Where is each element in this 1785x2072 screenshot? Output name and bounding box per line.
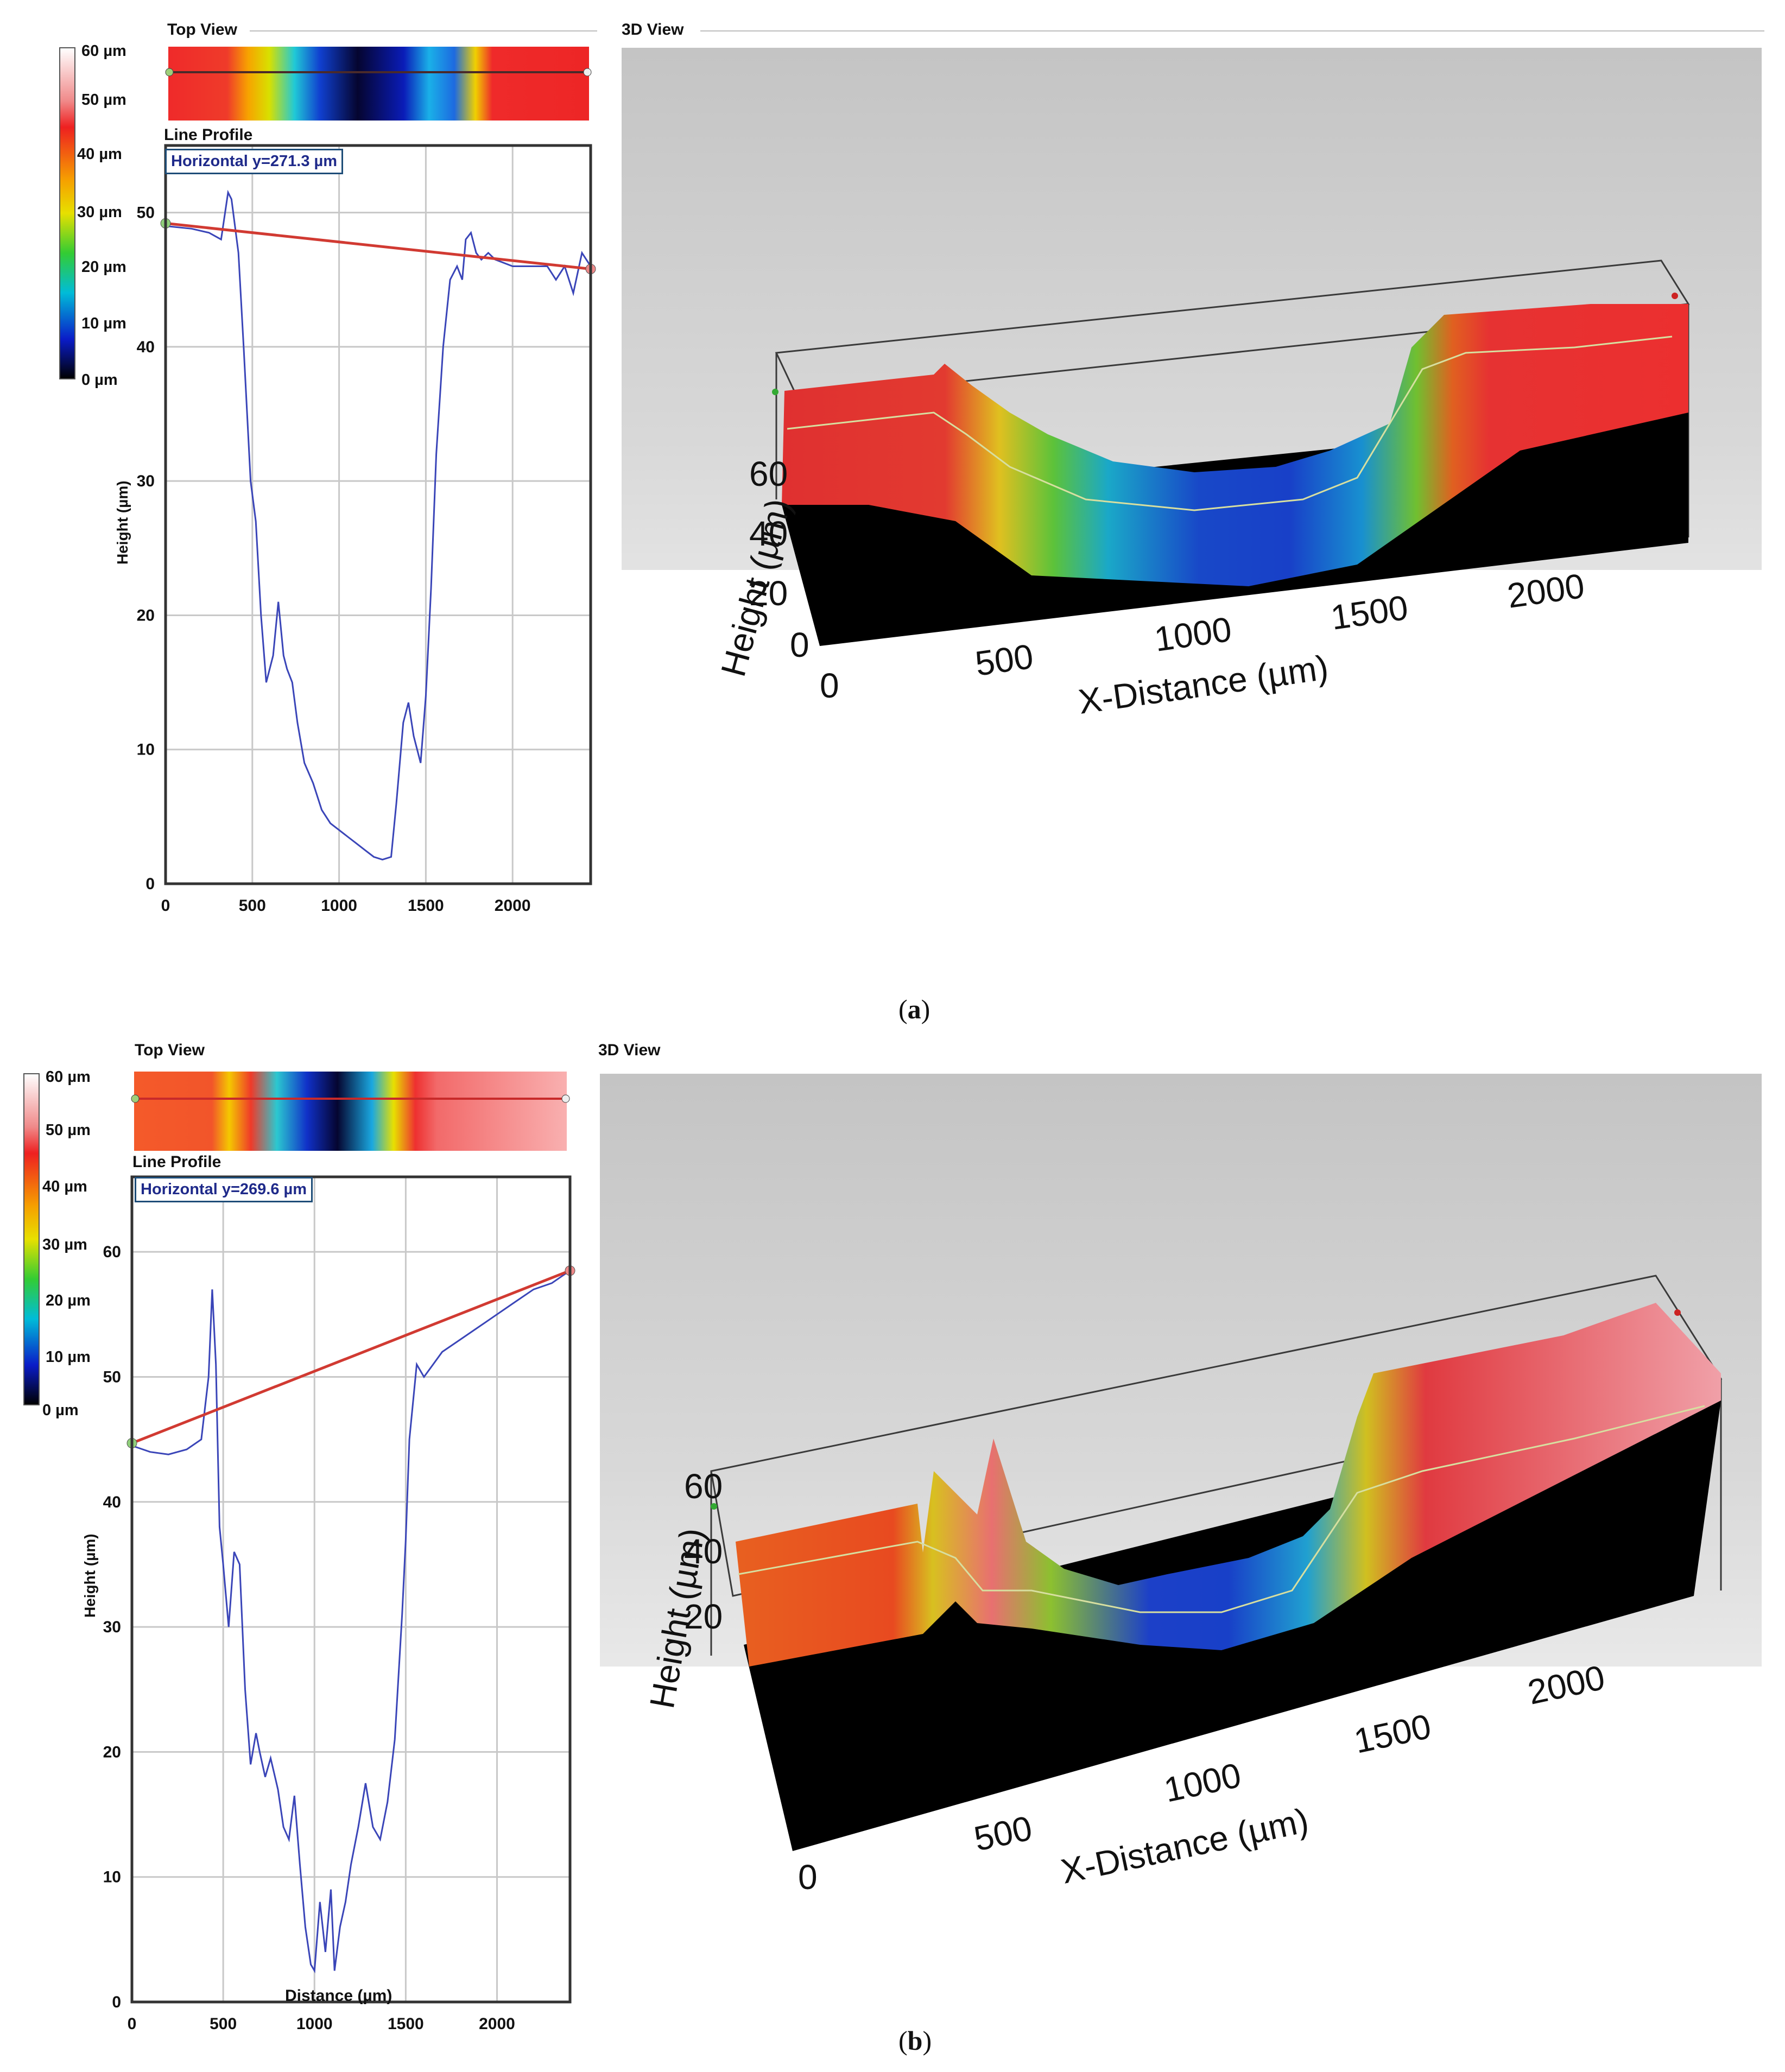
colorbar-tick: 0 µm	[42, 1402, 79, 1419]
colorbar-tick: 20 µm	[46, 1292, 91, 1309]
3d-yaxis-tick: 40	[749, 514, 788, 553]
3d-yaxis-tick: 20	[749, 574, 788, 613]
3d-yaxis-tick: 60	[749, 454, 788, 493]
yaxis-tick-label: 50	[137, 204, 155, 222]
3d-start-marker	[772, 389, 778, 395]
xaxis-tick-label: 1000	[321, 897, 357, 915]
colorbar-tick: 30 µm	[77, 204, 122, 221]
xaxis-tick-label: 0	[128, 2015, 137, 2033]
profile-series-line	[131, 1270, 571, 1974]
yaxis-tick-label: 20	[137, 606, 155, 624]
yaxis-label: Height (µm)	[81, 1534, 98, 1618]
panel-b: 0 500 1000 1500 2000 0 10 20 30 40 50 60 60 40 20 0…	[0, 1026, 1785, 2056]
top-view-map	[134, 1072, 567, 1151]
3d-view-title: 3D View	[622, 21, 684, 39]
top-view-map	[168, 47, 589, 121]
scan-end-marker	[561, 1094, 570, 1103]
yaxis-tick-label: 30	[103, 1618, 121, 1636]
top-view-title: Top View	[167, 21, 237, 39]
colorbar-tick: 10 µm	[46, 1348, 91, 1366]
3d-xaxis-tick: 0	[820, 666, 839, 705]
3d-view-floor	[622, 570, 1762, 916]
caption-letter: b	[907, 2025, 923, 2056]
line-profile-chart: 0 500 1000 1500 2000 0 10 20 30 40 50 60	[103, 1175, 575, 2033]
colorbar	[23, 1073, 40, 1405]
3d-profile-trace	[738, 1405, 1705, 1613]
plot-area	[132, 1177, 570, 2002]
xaxis-tick-label: 0	[161, 897, 170, 915]
divider	[250, 30, 597, 31]
yaxis-tick-label: 0	[112, 1993, 121, 2011]
panel-b-graphics: 0 500 1000 1500 2000 0 10 20 30 40 50 60 60 40 20 0…	[23, 1072, 1762, 2033]
3d-profile-trace	[787, 335, 1673, 511]
caption-letter: a	[907, 994, 921, 1024]
yaxis-tick-label: 20	[103, 1743, 121, 1761]
xaxis-tick-label: 2000	[479, 2015, 515, 2033]
yaxis-tick-label: 40	[103, 1493, 121, 1511]
colorbar-tick: 50 µm	[81, 91, 126, 109]
top-view-title: Top View	[135, 1041, 205, 1059]
colorbar-tick: 30 µm	[42, 1236, 87, 1253]
yaxis-tick-label: 60	[103, 1243, 121, 1261]
xaxis-tick-label: 1000	[296, 2015, 333, 2033]
colorbar-tick: 0 µm	[81, 371, 118, 389]
reference-line	[131, 1269, 571, 1444]
3d-surface	[736, 1303, 1721, 1667]
reference-line	[165, 221, 591, 270]
3d-yaxis-tick: 0	[790, 625, 809, 664]
panel-a-graphics: 0 500 1000 1500 2000 0 10 20 30 40 50 60 40 20 0 0…	[59, 47, 1762, 916]
scan-start-marker	[165, 68, 174, 77]
yaxis-tick-label: 30	[137, 472, 155, 490]
plot-frame	[130, 1175, 572, 2004]
colorbar	[59, 47, 75, 379]
3d-xaxis-tick: 500	[973, 637, 1036, 683]
3d-end-marker	[1672, 293, 1678, 299]
profile-series-line	[165, 189, 592, 861]
divider	[700, 30, 1764, 31]
3d-xaxis-tick: 0	[798, 1858, 818, 1897]
line-profile-title: Line Profile	[132, 1153, 221, 1171]
3d-start-marker	[711, 1503, 717, 1510]
plot-frame	[164, 144, 592, 885]
colorbar-tick: 20 µm	[81, 258, 126, 276]
yaxis-tick-label: 50	[103, 1368, 121, 1386]
panel-caption: (a)	[898, 994, 931, 1024]
xaxis-tick-label: 1500	[408, 897, 444, 915]
yaxis-tick-label: 10	[137, 741, 155, 759]
yaxis-label: Height (µm)	[114, 480, 131, 565]
yaxis-tick-label: 40	[137, 338, 155, 356]
yaxis-tick-label: 0	[145, 875, 155, 893]
colorbar-tick: 10 µm	[81, 315, 126, 332]
colorbar-tick: 40 µm	[42, 1178, 87, 1195]
3d-surface	[782, 304, 1688, 586]
3d-yaxis-tick: 60	[684, 1467, 723, 1506]
colorbar-tick: 50 µm	[46, 1121, 91, 1139]
yaxis-tick-label: 10	[103, 1868, 121, 1886]
colorbar-tick: 40 µm	[77, 145, 122, 163]
line-profile-chart: 0 500 1000 1500 2000 0 10 20 30 40 50	[137, 144, 596, 915]
profile-position-label: Horizontal y=271.3 µm	[165, 149, 344, 174]
xaxis-tick-label: 1500	[388, 2015, 424, 2033]
xaxis-label: Distance (µm)	[285, 1987, 393, 2005]
3d-end-marker	[1674, 1309, 1681, 1316]
profile-position-label: Horizontal y=269.6 µm	[135, 1177, 313, 1202]
3d-yaxis-tick: 40	[684, 1532, 723, 1571]
colorbar-tick: 60 µm	[81, 42, 126, 60]
3d-yaxis-tick: 20	[684, 1597, 723, 1636]
line-profile-title: Line Profile	[164, 126, 253, 144]
3d-view-title: 3D View	[598, 1041, 661, 1059]
panel-a: 0 500 1000 1500 2000 0 10 20 30 40 50 60 40 20 0 0…	[0, 0, 1785, 1024]
plot-area	[166, 145, 591, 884]
scan-end-marker	[583, 68, 592, 77]
xaxis-tick-label: 2000	[495, 897, 531, 915]
colorbar-tick: 60 µm	[46, 1068, 91, 1086]
xaxis-tick-label: 500	[239, 897, 266, 915]
scan-start-marker	[131, 1094, 140, 1103]
panel-caption: (b)	[898, 2025, 932, 2056]
xaxis-tick-label: 500	[210, 2015, 237, 2033]
